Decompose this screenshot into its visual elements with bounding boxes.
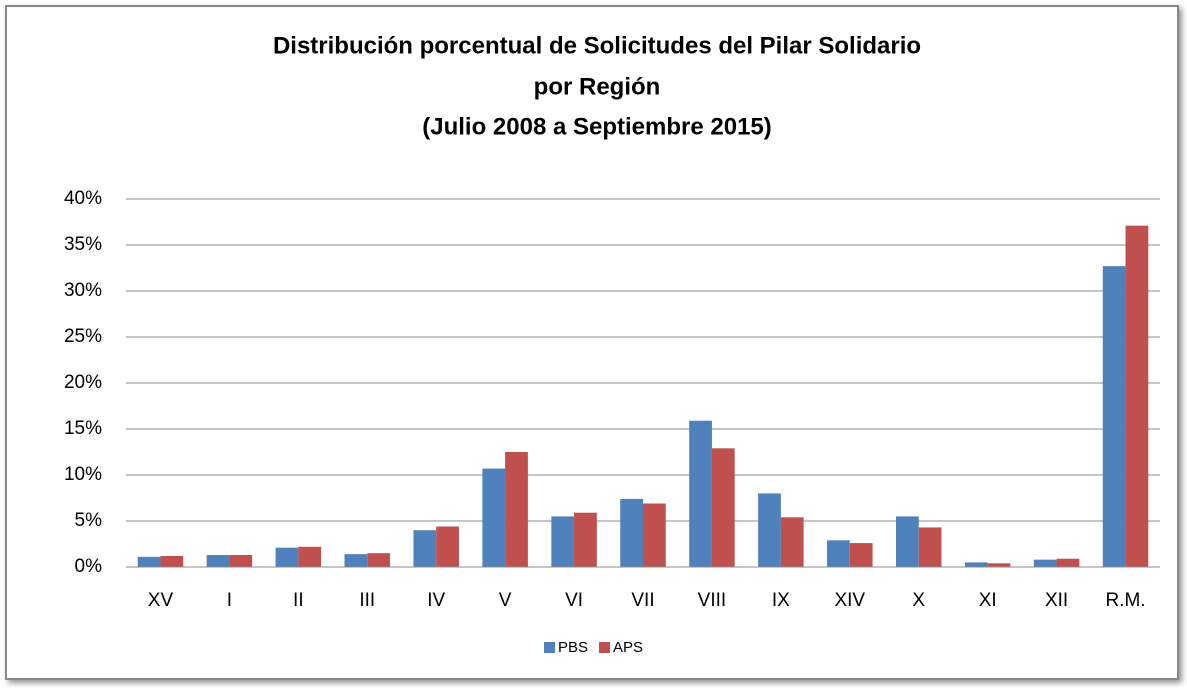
x-tick-label: V bbox=[499, 590, 512, 611]
y-tick-label: 35% bbox=[64, 234, 102, 255]
bar bbox=[1102, 266, 1126, 567]
legend-swatch bbox=[599, 642, 610, 653]
bar bbox=[758, 493, 781, 567]
bar bbox=[1056, 558, 1080, 567]
legend-swatch bbox=[544, 642, 555, 653]
y-tick-label: 20% bbox=[64, 372, 102, 393]
chart-title: por Región bbox=[534, 73, 661, 100]
x-tick-label: VII bbox=[631, 590, 654, 611]
legend-label: PBS bbox=[558, 639, 588, 656]
bar bbox=[1033, 559, 1057, 567]
bar bbox=[367, 553, 391, 567]
x-tick-label: IV bbox=[427, 590, 445, 611]
y-tick-label: 15% bbox=[64, 418, 102, 439]
bar bbox=[436, 526, 459, 567]
y-tick-label: 40% bbox=[64, 188, 102, 209]
bar bbox=[620, 498, 643, 567]
chart-frame bbox=[5, 5, 1179, 680]
bar bbox=[918, 527, 942, 567]
bar bbox=[827, 540, 850, 567]
bar bbox=[987, 563, 1011, 567]
bar bbox=[1125, 225, 1149, 567]
x-tick-label: R.M. bbox=[1105, 590, 1145, 611]
x-tick-label: I bbox=[227, 590, 232, 611]
bar bbox=[344, 554, 368, 567]
y-tick-label: 10% bbox=[64, 464, 102, 485]
bar bbox=[298, 546, 322, 567]
y-tick-label: 25% bbox=[64, 326, 102, 347]
bar bbox=[964, 562, 988, 567]
x-tick-label: IX bbox=[772, 590, 790, 611]
x-tick-label: VIII bbox=[698, 590, 727, 611]
bar bbox=[551, 516, 575, 567]
bar bbox=[229, 555, 253, 567]
bar bbox=[711, 448, 735, 567]
bar bbox=[895, 516, 919, 567]
x-tick-label: II bbox=[293, 590, 304, 611]
x-tick-label: X bbox=[912, 590, 925, 611]
x-tick-label: III bbox=[359, 590, 375, 611]
chart-title: (Julio 2008 a Septiembre 2015) bbox=[422, 113, 772, 140]
bar bbox=[780, 517, 804, 567]
bar bbox=[574, 512, 597, 567]
bar bbox=[206, 555, 230, 567]
y-tick-label: 0% bbox=[75, 556, 103, 577]
bar bbox=[849, 543, 873, 567]
y-tick-label: 30% bbox=[64, 280, 102, 301]
x-tick-label: XV bbox=[148, 590, 174, 611]
bar bbox=[505, 452, 528, 567]
chart-title: Distribución porcentual de Solicitudes d… bbox=[273, 32, 921, 59]
bar bbox=[160, 555, 184, 567]
x-tick-label: XII bbox=[1045, 590, 1068, 611]
x-tick-label: XIV bbox=[834, 590, 865, 611]
legend-label: APS bbox=[613, 639, 643, 656]
x-tick-label: VI bbox=[565, 590, 583, 611]
bar bbox=[643, 503, 666, 567]
bar bbox=[275, 547, 299, 567]
y-tick-label: 5% bbox=[75, 510, 103, 531]
bar bbox=[137, 556, 161, 567]
bar bbox=[689, 420, 712, 567]
x-tick-label: XI bbox=[979, 590, 997, 611]
bar bbox=[413, 530, 437, 567]
bar bbox=[482, 468, 506, 567]
